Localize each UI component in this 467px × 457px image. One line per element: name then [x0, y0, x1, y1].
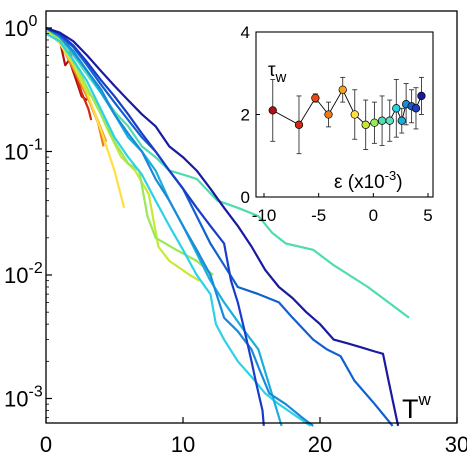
inset-x-tick-label: 5: [423, 206, 432, 225]
y-tick-label: 10-3: [4, 384, 43, 412]
y-tick-label: 100: [4, 13, 37, 41]
y-tick-label: 10-1: [4, 137, 43, 165]
y-tick-label: 10-2: [4, 260, 43, 288]
inset-point-15: [411, 104, 421, 113]
inset-point-4: [324, 110, 333, 119]
inset-x-tick-label: 0: [369, 206, 378, 225]
inset-x-axis-label: ε (x10-3): [334, 168, 403, 193]
main-x-ticks: 0 10 20 30: [40, 417, 467, 457]
inset-x-tick-label: -5: [311, 206, 326, 225]
main-y-ticks: 100 10-1 10-2 10-3: [4, 13, 52, 419]
main-x-axis-label: Tw: [402, 390, 432, 424]
x-tick-label: 10: [171, 432, 195, 457]
inset-point-12: [397, 116, 406, 125]
inset-data-group: [268, 76, 426, 155]
x-tick-label: 20: [308, 432, 332, 457]
inset-y-tick-label: 2: [241, 106, 250, 125]
inset-x-tick-label: -10: [252, 206, 277, 225]
series-line-14: [45, 26, 400, 427]
inset-point-6: [350, 110, 359, 119]
inset-point-10: [385, 116, 394, 125]
inset-point-2: [294, 120, 304, 129]
inset-point-7: [361, 120, 370, 129]
inset-point-16: [417, 91, 426, 101]
inset-point-3: [311, 93, 320, 103]
inset-point-8: [370, 118, 379, 127]
inset-point-9: [377, 116, 387, 125]
series-line-13: [45, 26, 265, 426]
series-line-9: [45, 32, 312, 427]
x-tick-label: 0: [40, 432, 52, 457]
inset-point-5: [338, 85, 347, 94]
main-series-group: [45, 26, 410, 427]
series-line-6: [45, 29, 200, 282]
inset-point-11: [392, 104, 401, 113]
inset-plot: -10 -5 0 5 0 2 4 τw ε (x10-3): [241, 23, 434, 225]
series-line-11: [45, 27, 314, 427]
inset-y-ticks: 0 2 4: [241, 23, 260, 207]
inset-y-tick-label: 0: [241, 188, 250, 207]
inset-y-axis-label: τw: [268, 60, 287, 86]
inset-y-tick-label: 4: [241, 23, 250, 42]
x-tick-label: 30: [445, 432, 467, 457]
inset-x-ticks: -10 -5 0 5: [252, 193, 433, 225]
main-plot-frame: [45, 10, 458, 424]
inset-point-1: [268, 106, 277, 115]
series-line-12: [45, 27, 394, 427]
